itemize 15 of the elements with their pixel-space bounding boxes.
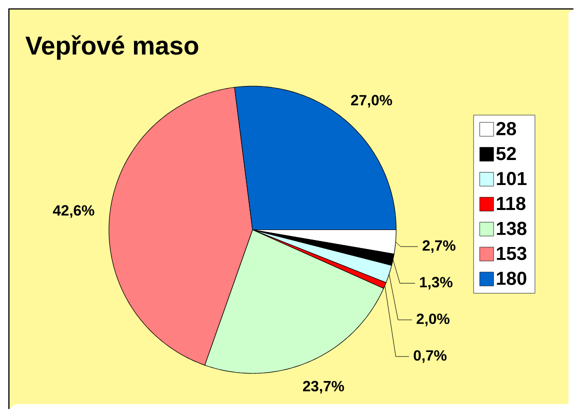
data-label: 2,0% — [416, 314, 450, 326]
data-label: 27,0% — [351, 95, 392, 108]
chart-title: Vepřové maso — [25, 35, 198, 60]
data-label: 2,7% — [422, 240, 456, 254]
legend-label: 153 — [496, 246, 526, 260]
data-label: 0,7% — [414, 350, 447, 364]
legend-label: 52 — [496, 147, 516, 160]
legend-label: 138 — [496, 222, 526, 236]
legend-label: 101 — [496, 172, 527, 186]
legend-label: 28 — [496, 122, 516, 136]
legend-label: 118 — [496, 197, 526, 210]
data-label: 1,3% — [420, 277, 452, 290]
legend-label: 180 — [496, 272, 526, 286]
data-label: 23,7% — [303, 381, 344, 394]
data-label: 42,6% — [52, 205, 94, 218]
